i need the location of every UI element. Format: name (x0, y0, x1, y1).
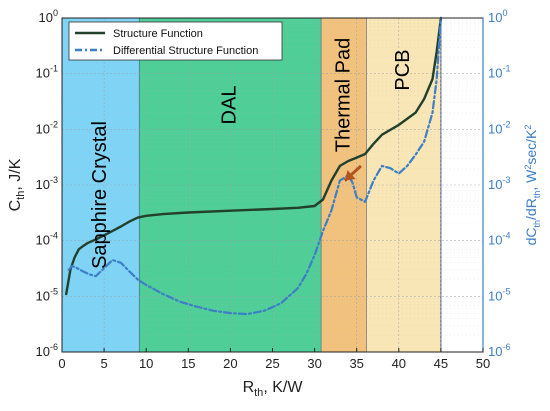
region-label-3: PCB (392, 49, 414, 90)
y-left-tick-label-2: 10-2 (36, 119, 58, 136)
axes-layer: 0 5 10 15 20 25 30 35 40 45 50 100 100 10-1 10-1 10-2 10… (7, 8, 542, 399)
legend-box (68, 21, 283, 61)
x-tick-label-9: 45 (434, 356, 448, 371)
series-line-1 (67, 16, 442, 316)
y-left-tick-label-0: 100 (39, 8, 58, 25)
region-labels-layer: Sapphire Crystal DAL Thermal Pad PCB (89, 38, 414, 269)
x-tick-label-10: 50 (476, 356, 490, 371)
legend-label-1: Differential Structure Function (113, 45, 258, 57)
y-right-tick-label-0: 100 (488, 8, 507, 25)
y-left-tick-label-6: 10-6 (36, 342, 58, 359)
y-right-tick-label-1: 10-1 (488, 64, 510, 81)
series-line-0 (65, 16, 443, 296)
legend-label-0: Structure Function (113, 28, 203, 40)
y-right-axis-label: dCth/dRth, W2sec/K2 (523, 125, 542, 246)
x-tick-label-5: 25 (265, 356, 279, 371)
region-label-2: Thermal Pad (332, 38, 354, 153)
y-left-tick-label-1: 10-1 (36, 64, 58, 81)
x-tick-label-8: 40 (392, 356, 406, 371)
y-right-tick-label-4: 10-4 (488, 231, 510, 248)
region-label-1: DAL (219, 86, 241, 125)
x-tick-label-2: 10 (139, 356, 153, 371)
y-left-tick-label-5: 10-5 (36, 286, 58, 303)
legend: Structure Function Differential Structure… (68, 21, 283, 61)
y-left-tick-label-3: 10-3 (36, 175, 58, 192)
y-right-tick-label-2: 10-2 (488, 119, 510, 136)
x-tick-label-4: 20 (223, 356, 237, 371)
x-tick-label-7: 35 (349, 356, 363, 371)
x-axis-label: Rth, K/W (243, 379, 304, 399)
region-label-0: Sapphire Crystal (89, 121, 111, 269)
y-right-tick-label-3: 10-3 (488, 175, 510, 192)
x-tick-label-3: 15 (181, 356, 195, 371)
annotation-arrow-head (344, 170, 356, 181)
y-left-tick-label-4: 10-4 (36, 231, 58, 248)
x-tick-label-0: 0 (58, 356, 65, 371)
x-tick-label-6: 30 (307, 356, 321, 371)
y-right-tick-label-5: 10-5 (488, 286, 510, 303)
series-layer (65, 16, 443, 316)
x-tick-label-1: 5 (100, 356, 107, 371)
y-left-axis-label: Cth, J/K (7, 158, 27, 211)
y-right-tick-label-6: 10-6 (488, 342, 510, 359)
